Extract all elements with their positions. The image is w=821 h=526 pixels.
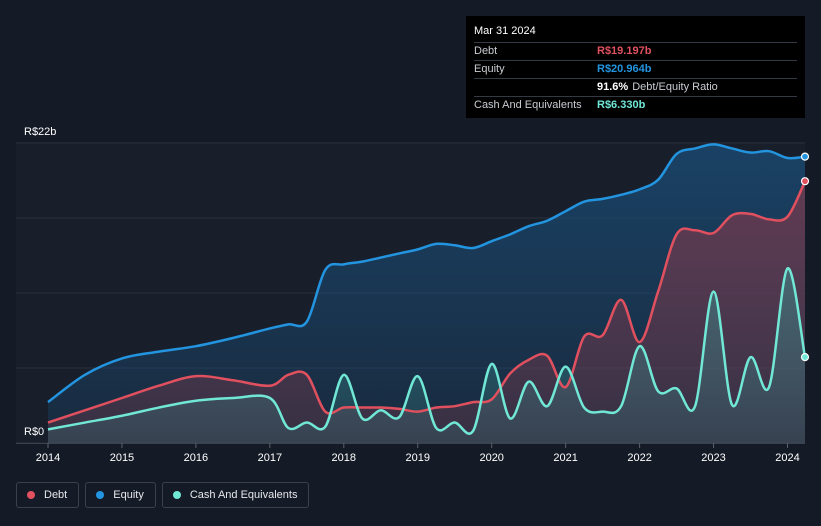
tooltip-ratio-label: Debt/Equity Ratio (632, 81, 718, 93)
x-tick-label: 2019 (406, 452, 430, 464)
tooltip-cash-row: Cash And Equivalents R$6.330b (474, 97, 797, 114)
tooltip-equity-label: Equity (474, 63, 505, 75)
x-axis: 2014 2015 2016 2017 2018 2019 2020 2021 2022 2023… (16, 443, 805, 464)
x-tick-label: 2020 (479, 452, 503, 464)
cash-end-marker (800, 352, 810, 362)
legend-cash-label: Cash And Equivalents (189, 489, 298, 501)
legend-item-equity[interactable]: Equity (85, 482, 156, 508)
tooltip-cash-value: R$6.330b (597, 99, 646, 111)
x-tick-label: 2021 (553, 452, 577, 464)
legend-item-debt[interactable]: Debt (16, 482, 80, 508)
x-tick-label: 2016 (184, 452, 208, 464)
series-areas (48, 144, 805, 443)
tooltip-equity-value: R$20.964b (597, 63, 652, 75)
chart-legend: Debt Equity Cash And Equivalents (16, 482, 310, 508)
tooltip-ratio-spacer (474, 79, 597, 96)
y-axis-label-zero: R$0 (24, 426, 44, 438)
tooltip-date: Mar 31 2024 (474, 16, 797, 43)
cash-line (47, 267, 807, 435)
cash-area (48, 268, 805, 443)
equity-end-marker (800, 152, 810, 161)
series-end-markers (800, 152, 810, 362)
legend-equity-dot-icon (96, 491, 105, 499)
debt-end-marker (800, 177, 810, 186)
tooltip-cash-label: Cash And Equivalents (474, 99, 582, 111)
tooltip-debt-row: Debt R$19.197b (474, 43, 797, 61)
legend-debt-label: Debt (44, 489, 68, 501)
legend-item-cash[interactable]: Cash And Equivalents (161, 482, 310, 508)
y-axis-label-max: R$22b (24, 126, 56, 138)
series-lines (47, 143, 807, 435)
tooltip-ratio-value: 91.6% (597, 81, 629, 93)
x-tick-label: 2024 (775, 452, 799, 464)
x-tick-label: 2017 (258, 452, 282, 464)
tooltip-panel: Mar 31 2024 Debt R$19.197b Equity R$20.9… (466, 16, 805, 118)
tooltip-ratio-row: 91.6% Debt/Equity Ratio (474, 79, 797, 97)
legend-cash-dot-icon (172, 491, 181, 499)
equity-line (47, 143, 806, 404)
tooltip-equity-row: Equity R$20.964b (474, 61, 797, 79)
debt-area (48, 181, 805, 443)
x-tick-label: 2018 (332, 452, 356, 464)
debt-line (47, 180, 807, 424)
x-tick-label: 2022 (627, 452, 651, 464)
x-tick-label: 2015 (110, 452, 134, 464)
x-tick-label: 2014 (36, 452, 60, 464)
x-tick-label: 2023 (701, 452, 725, 464)
tooltip-debt-value: R$19.197b (597, 45, 652, 57)
legend-equity-label: Equity (113, 489, 144, 501)
tooltip-debt-label: Debt (474, 45, 498, 57)
legend-debt-dot-icon (27, 491, 35, 499)
